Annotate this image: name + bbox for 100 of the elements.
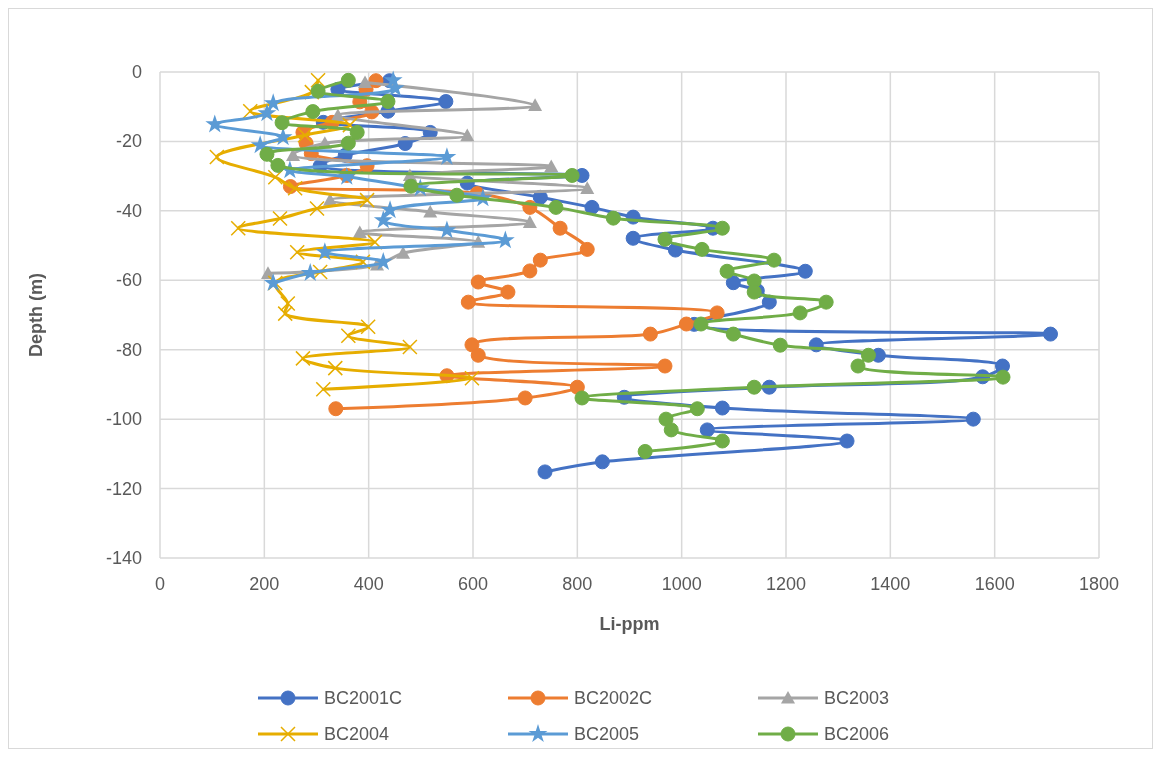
point xyxy=(449,187,465,203)
point xyxy=(209,149,225,165)
point xyxy=(342,117,358,133)
point xyxy=(315,381,332,398)
x-tick-label: 1000 xyxy=(661,574,702,594)
point xyxy=(380,94,396,110)
y-tick-label: -40 xyxy=(115,200,142,221)
point xyxy=(818,294,834,310)
point xyxy=(340,328,357,344)
x-tick-label: 600 xyxy=(457,574,489,594)
x-tick-label: 0 xyxy=(154,574,166,594)
point xyxy=(403,178,419,194)
x-tick-label: 1400 xyxy=(870,574,911,594)
point xyxy=(272,210,288,227)
point xyxy=(460,128,475,142)
point xyxy=(517,390,533,406)
x-axis-title: Li-ppm xyxy=(599,614,660,634)
point xyxy=(263,273,283,292)
point xyxy=(310,83,326,99)
point xyxy=(340,72,356,88)
point xyxy=(358,75,373,89)
x-tick-label: 800 xyxy=(562,574,593,594)
point xyxy=(315,242,335,261)
point xyxy=(605,210,621,226)
x-tick-label: 400 xyxy=(353,574,384,594)
point xyxy=(594,454,610,470)
point xyxy=(663,422,679,438)
legend-label: BC2005 xyxy=(574,724,640,744)
point xyxy=(437,147,457,166)
point xyxy=(658,411,674,427)
point xyxy=(552,220,568,236)
point xyxy=(522,263,538,279)
point xyxy=(277,305,293,322)
point xyxy=(564,167,580,183)
point xyxy=(714,220,730,236)
point xyxy=(495,230,515,249)
point xyxy=(230,220,246,236)
point xyxy=(714,400,730,416)
point xyxy=(242,103,258,119)
point xyxy=(725,275,741,291)
point xyxy=(312,264,328,280)
point xyxy=(402,339,418,355)
point xyxy=(772,337,788,353)
point xyxy=(637,443,653,459)
point xyxy=(423,204,438,218)
point xyxy=(719,263,735,279)
point xyxy=(678,316,694,332)
y-axis-title: Depth (m) xyxy=(26,273,46,357)
point xyxy=(289,244,305,260)
point xyxy=(625,230,641,246)
y-tick-label: -100 xyxy=(105,409,142,430)
point xyxy=(500,284,516,300)
point xyxy=(548,199,564,215)
point xyxy=(797,263,813,279)
point xyxy=(259,146,275,162)
point xyxy=(280,295,296,312)
point xyxy=(263,93,283,112)
point xyxy=(273,127,293,146)
point xyxy=(327,360,344,376)
point xyxy=(580,181,595,194)
x-tick-label: 200 xyxy=(249,574,280,594)
point xyxy=(642,326,658,342)
point xyxy=(860,347,876,363)
point xyxy=(579,241,595,257)
point xyxy=(359,192,375,208)
point xyxy=(537,464,553,480)
point xyxy=(267,169,284,185)
point xyxy=(1042,326,1058,342)
point xyxy=(470,274,486,290)
point xyxy=(373,251,393,270)
point xyxy=(205,114,225,133)
legend-label: BC2003 xyxy=(824,688,890,708)
point xyxy=(437,220,457,239)
point xyxy=(766,252,782,268)
y-tick-label: -20 xyxy=(115,131,142,152)
point xyxy=(544,159,559,173)
legend-label: BC2004 xyxy=(324,724,390,744)
point xyxy=(396,246,411,259)
point xyxy=(328,401,344,417)
point xyxy=(839,433,855,449)
point xyxy=(528,98,543,111)
point xyxy=(352,225,367,238)
point xyxy=(464,337,480,353)
point xyxy=(689,401,705,417)
point xyxy=(792,305,808,321)
point xyxy=(532,252,548,268)
point xyxy=(574,390,590,406)
point xyxy=(965,411,981,427)
point xyxy=(995,369,1011,385)
point xyxy=(274,115,290,131)
point xyxy=(360,319,376,335)
point xyxy=(438,94,454,110)
point xyxy=(584,199,600,215)
point xyxy=(267,275,284,291)
point xyxy=(460,294,476,310)
x-tick-label: 1600 xyxy=(974,574,1015,594)
point xyxy=(257,103,277,122)
x-tick-label: 1200 xyxy=(765,574,807,594)
y-tick-label: -80 xyxy=(115,339,142,360)
point xyxy=(295,350,311,367)
